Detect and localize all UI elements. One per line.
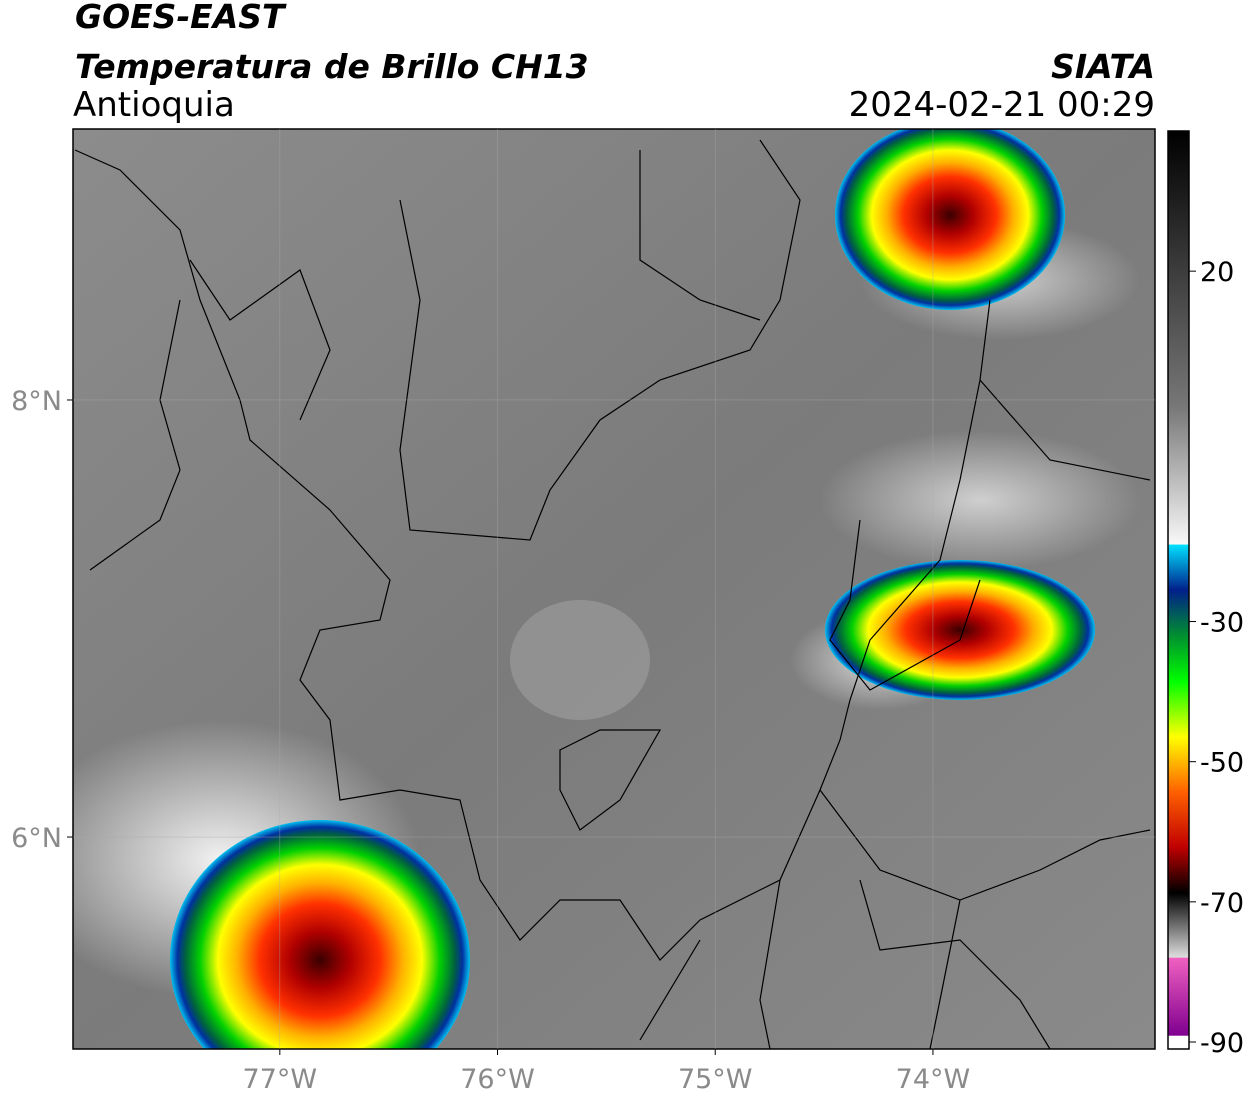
y-tick-label: 8°N <box>11 386 62 417</box>
colorbar-tick-label: -90 <box>1200 1028 1244 1059</box>
x-tick-label: 77°W <box>243 1064 318 1095</box>
colorbar-tick-label: -30 <box>1200 608 1244 639</box>
x-tick-label: 75°W <box>678 1064 753 1095</box>
source: SIATA <box>1051 47 1155 86</box>
title: GOES-EAST <box>75 0 287 36</box>
colorbar-tick-label: -70 <box>1200 888 1244 919</box>
colorbar <box>1167 130 1190 1050</box>
colorbar-tick-label: -50 <box>1200 748 1244 779</box>
y-tick-label: 6°N <box>11 823 62 854</box>
subtitle: Temperatura de Brillo CH13 <box>75 47 589 86</box>
colorbar-tick-label: 20 <box>1200 257 1234 288</box>
map-frame <box>72 128 1156 1050</box>
datetime: 2024-02-21 00:29 <box>849 85 1155 125</box>
x-tick-label: 76°W <box>460 1064 535 1095</box>
region: Antioquia <box>73 85 235 125</box>
x-tick-label: 74°W <box>896 1064 971 1095</box>
map-image <box>73 129 1155 1049</box>
